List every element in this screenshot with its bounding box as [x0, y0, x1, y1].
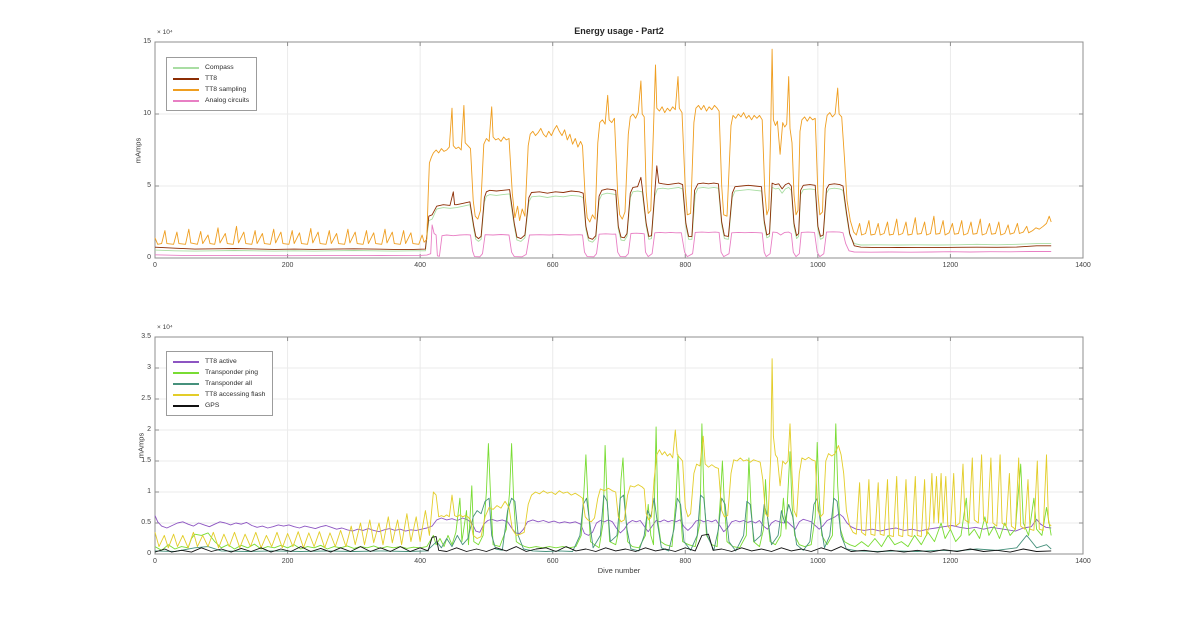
x-tick-label: 1000 — [810, 262, 826, 269]
legend-line-swatch — [173, 360, 199, 363]
legend-line-swatch — [173, 66, 199, 69]
series-line-tt8-accessing-flash — [154, 358, 1052, 549]
legend-item: Transponder ping — [173, 367, 265, 378]
y-tick-label: 2.5 — [141, 395, 151, 402]
legend-item: Transponder all — [173, 378, 265, 389]
x-tick-label: 600 — [546, 558, 559, 565]
y-tick-label: 1 — [147, 488, 151, 495]
x-tick-label: 1000 — [810, 558, 826, 565]
legend-line-swatch — [173, 88, 199, 91]
y-tick-label: 0 — [147, 254, 151, 261]
x-tick-label: 0 — [153, 558, 157, 565]
x-tick-label: 800 — [679, 262, 692, 269]
x-tick-label: 1400 — [1075, 558, 1091, 565]
x-tick-label: 200 — [281, 558, 294, 565]
legend-label: TT8 — [205, 75, 218, 82]
legend-item: Analog circuits — [173, 95, 249, 106]
x-axis-label: Dive number — [597, 566, 641, 575]
legend-label: Transponder all — [205, 380, 252, 387]
y-tick-label: 10 — [143, 110, 151, 117]
top-legend: Compass TT8 TT8 sampling Analog circuits — [166, 57, 258, 111]
legend-line-swatch — [173, 77, 199, 80]
series-line-tt8-sampling — [154, 48, 1052, 245]
legend-line-swatch — [173, 99, 199, 102]
legend-line-swatch — [173, 393, 199, 396]
legend-item: TT8 accessing flash — [173, 389, 265, 400]
series-line-transponder-all — [154, 494, 1052, 552]
legend-item: TT8 — [173, 73, 249, 84]
x-tick-label: 400 — [414, 558, 426, 565]
legend-label: TT8 accessing flash — [205, 391, 266, 398]
legend-line-swatch — [173, 371, 199, 374]
y-tick-label: 2 — [147, 426, 151, 433]
x-tick-label: 600 — [546, 262, 559, 269]
legend-label: GPS — [205, 402, 220, 409]
x-tick-label: 800 — [679, 558, 692, 565]
axes-box — [154, 336, 1084, 555]
legend-line-swatch — [173, 382, 199, 385]
x-tick-label: 200 — [281, 262, 294, 269]
legend-label: TT8 active — [205, 358, 237, 365]
y-tick-label: 15 — [143, 38, 151, 45]
x-tick-label: 1200 — [942, 262, 959, 269]
axes-box — [154, 41, 1084, 259]
y-tick-label: 3.5 — [141, 333, 151, 340]
legend-item: TT8 sampling — [173, 84, 249, 95]
legend-label: Transponder ping — [205, 369, 259, 376]
y-tick-label: 1.5 — [141, 457, 151, 464]
x-tick-label: 1400 — [1075, 262, 1091, 269]
legend-label: Analog circuits — [205, 97, 250, 104]
y-tick-label: 5 — [147, 182, 151, 189]
x-tick-label: 0 — [153, 262, 157, 269]
series-line-gps — [154, 533, 1052, 553]
legend-line-swatch — [173, 404, 199, 407]
bottom-y-axis-exponent: × 10⁴ — [157, 324, 173, 331]
x-tick-label: 1200 — [942, 558, 959, 565]
legend-label: Compass — [205, 64, 234, 71]
chart-title: Energy usage - Part2 — [574, 26, 664, 36]
top-y-axis-label: mAmps — [133, 137, 143, 164]
legend-item: GPS — [173, 400, 265, 411]
top-y-axis-exponent: × 10⁴ — [157, 29, 173, 36]
series-line-analog-circuits — [154, 224, 1052, 258]
y-tick-label: 0 — [147, 550, 151, 557]
legend-item: Compass — [173, 62, 249, 73]
y-tick-label: 0.5 — [141, 519, 151, 526]
y-tick-label: 3 — [147, 364, 151, 371]
legend-label: TT8 sampling — [205, 86, 247, 93]
series-line-tt8 — [154, 165, 1052, 250]
x-tick-label: 400 — [414, 262, 426, 269]
legend-item: TT8 active — [173, 356, 265, 367]
bottom-legend: TT8 active Transponder ping Transponder al… — [166, 351, 274, 416]
